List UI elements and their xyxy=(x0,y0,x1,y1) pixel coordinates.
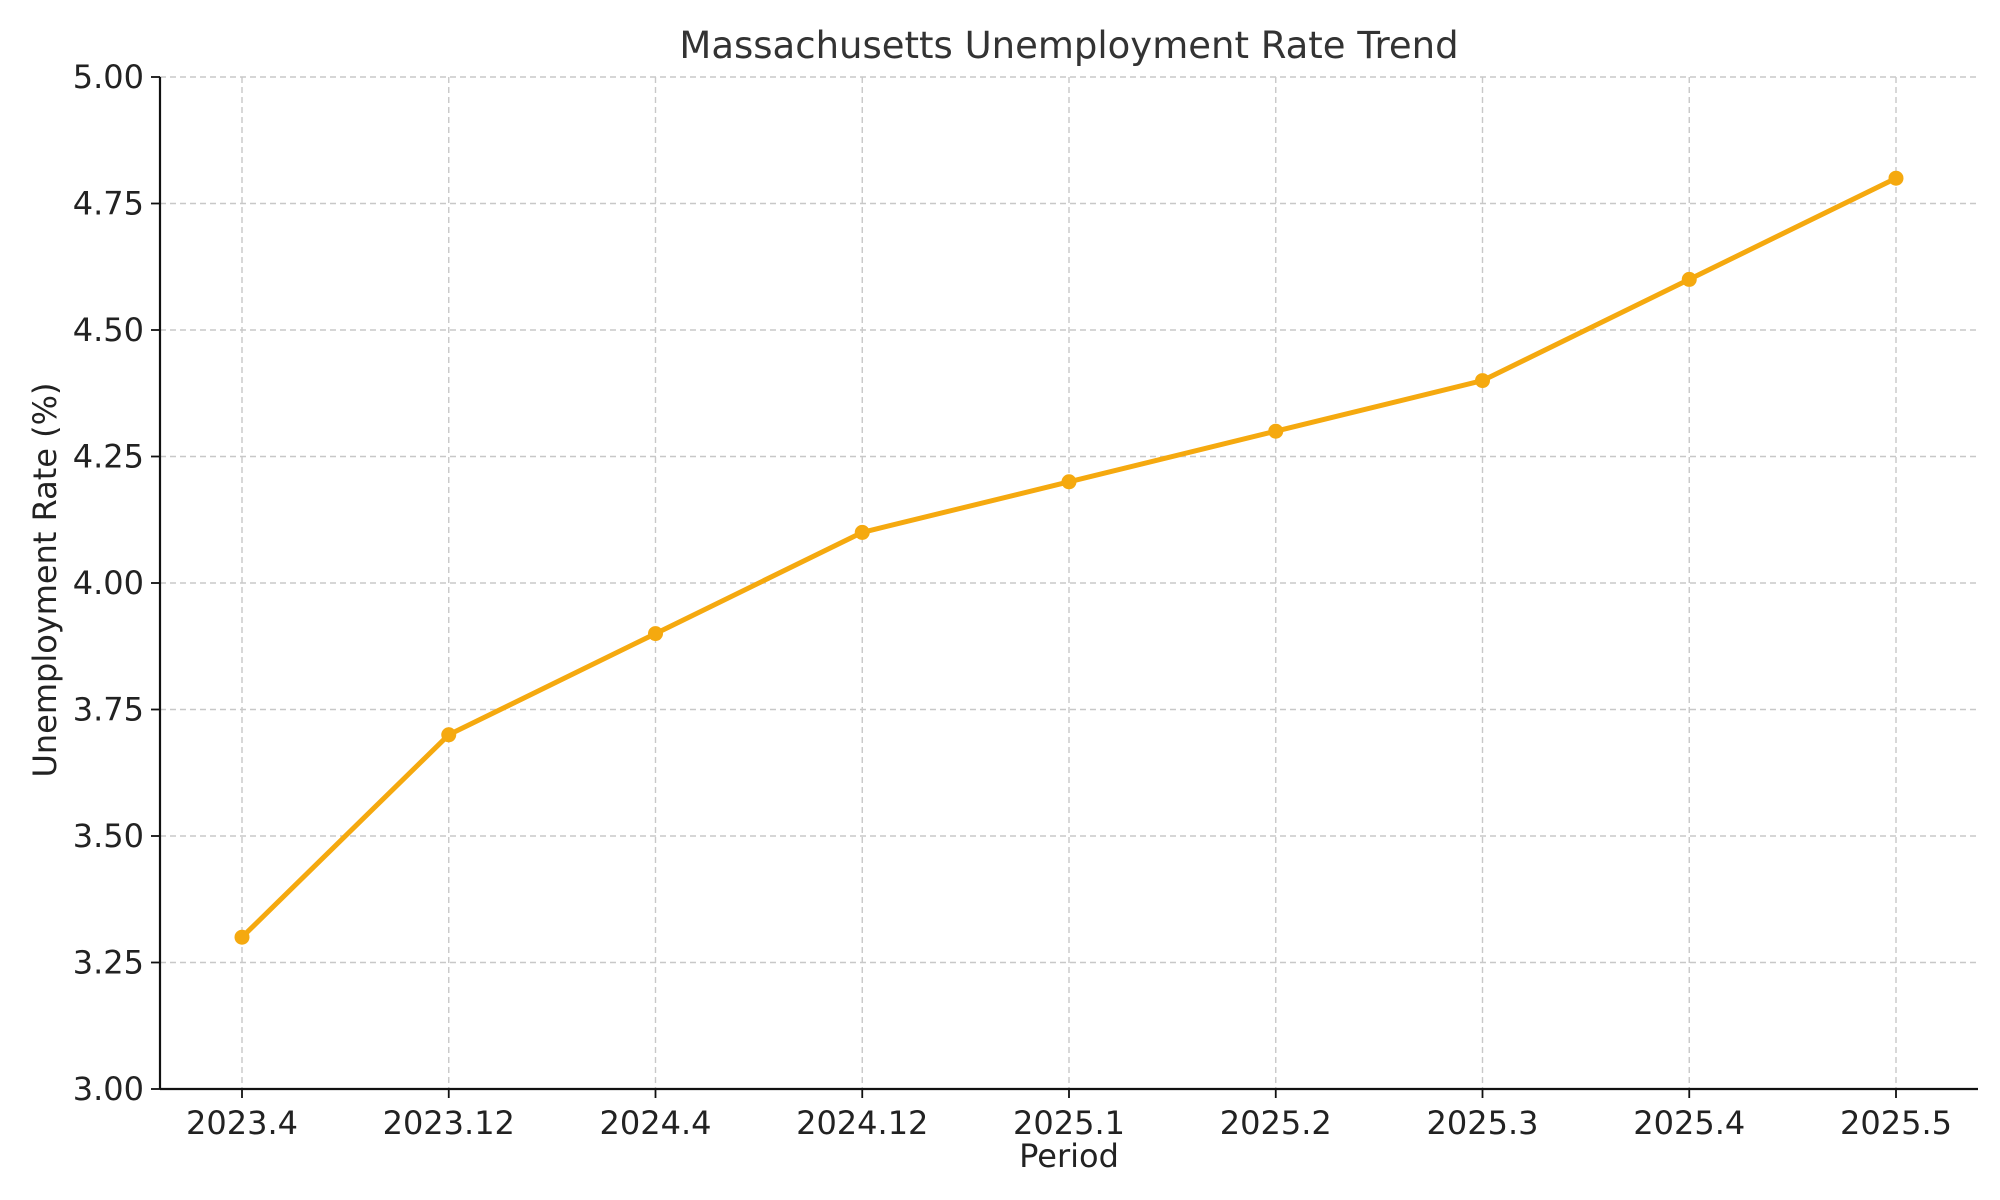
y-tick-label: 3.00 xyxy=(73,1070,144,1108)
x-axis-label: Period xyxy=(1019,1137,1119,1175)
axes xyxy=(151,76,1978,1098)
x-tick-label: 2025.5 xyxy=(1840,1104,1952,1142)
grid xyxy=(160,76,1978,1090)
data-point xyxy=(854,524,870,540)
y-tick-label: 3.50 xyxy=(73,817,144,855)
x-tick-labels: 2023.4 2023.12 2024.4 2024.12 2025.1 2025.2 20… xyxy=(186,1104,1952,1142)
y-tick-label: 4.50 xyxy=(73,311,144,349)
data-point xyxy=(1888,170,1904,186)
x-tick-label: 2023.4 xyxy=(186,1104,298,1142)
data-point xyxy=(1681,271,1697,287)
y-axis-label: Unemployment Rate (%) xyxy=(26,382,64,777)
data-point xyxy=(1268,423,1284,439)
x-tick-label: 2025.2 xyxy=(1220,1104,1332,1142)
y-tick-label: 5.00 xyxy=(73,58,144,96)
x-tick-label: 2024.4 xyxy=(600,1104,712,1142)
data-point xyxy=(648,626,663,642)
data-point xyxy=(234,929,250,945)
y-tick-label: 4.00 xyxy=(73,564,144,602)
data-point xyxy=(441,727,457,743)
data-point xyxy=(1061,474,1077,490)
chart-title: Massachusetts Unemployment Rate Trend xyxy=(679,24,1458,67)
y-tick-labels: 3.00 3.25 3.50 3.75 4.00 4.25 4.50 4.75 5.00 xyxy=(73,58,144,1108)
x-tick-label: 2025.1 xyxy=(1013,1104,1125,1142)
x-tick-label: 2025.4 xyxy=(1633,1104,1745,1142)
y-tick-label: 3.25 xyxy=(73,944,144,982)
x-tick-label: 2023.12 xyxy=(383,1104,515,1142)
y-tick-label: 4.25 xyxy=(73,438,144,476)
y-tick-label: 4.75 xyxy=(73,185,144,223)
series-layer xyxy=(234,170,1904,945)
y-tick-label: 3.75 xyxy=(73,691,144,729)
x-tick-label: 2024.12 xyxy=(796,1104,928,1142)
data-point xyxy=(1475,373,1490,389)
x-tick-label: 2025.3 xyxy=(1427,1104,1539,1142)
